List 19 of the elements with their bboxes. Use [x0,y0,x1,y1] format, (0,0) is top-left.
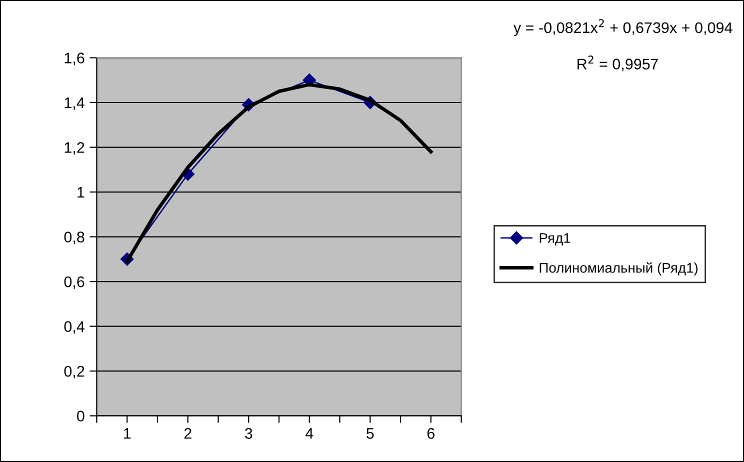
text: y = -0,0821x$^{2}$ + 0,6739x + 0,094 [513,19,732,36]
legend-label: Ряд1 [540,233,570,246]
y-tick-label: 0,6 [64,276,84,290]
y-tick-label: 0 [77,410,84,422]
text: R$^{2}$ = 0,9957 [578,56,658,72]
x-tick-label: 4 [305,428,314,439]
y-tick-label: 1,2 [64,142,84,155]
y-tick-label: 0,8 [64,232,84,244]
legend-label: Полиномиальный (Ряд1) [540,262,698,276]
y-tick-label: 1,4 [64,98,84,110]
y-tick-label: 0,2 [64,366,84,379]
x-tick-label: 5 [366,428,374,439]
x-tick-label: 1 [124,428,131,439]
y-tick-label: 1,6 [64,52,84,66]
x-tick-label: 2 [184,428,192,439]
y-tick-label: 0,4 [64,321,84,334]
x-tick-label: 3 [244,428,252,439]
x-tick-label: 6 [427,428,434,439]
y-tick-label: 1 [78,187,84,198]
